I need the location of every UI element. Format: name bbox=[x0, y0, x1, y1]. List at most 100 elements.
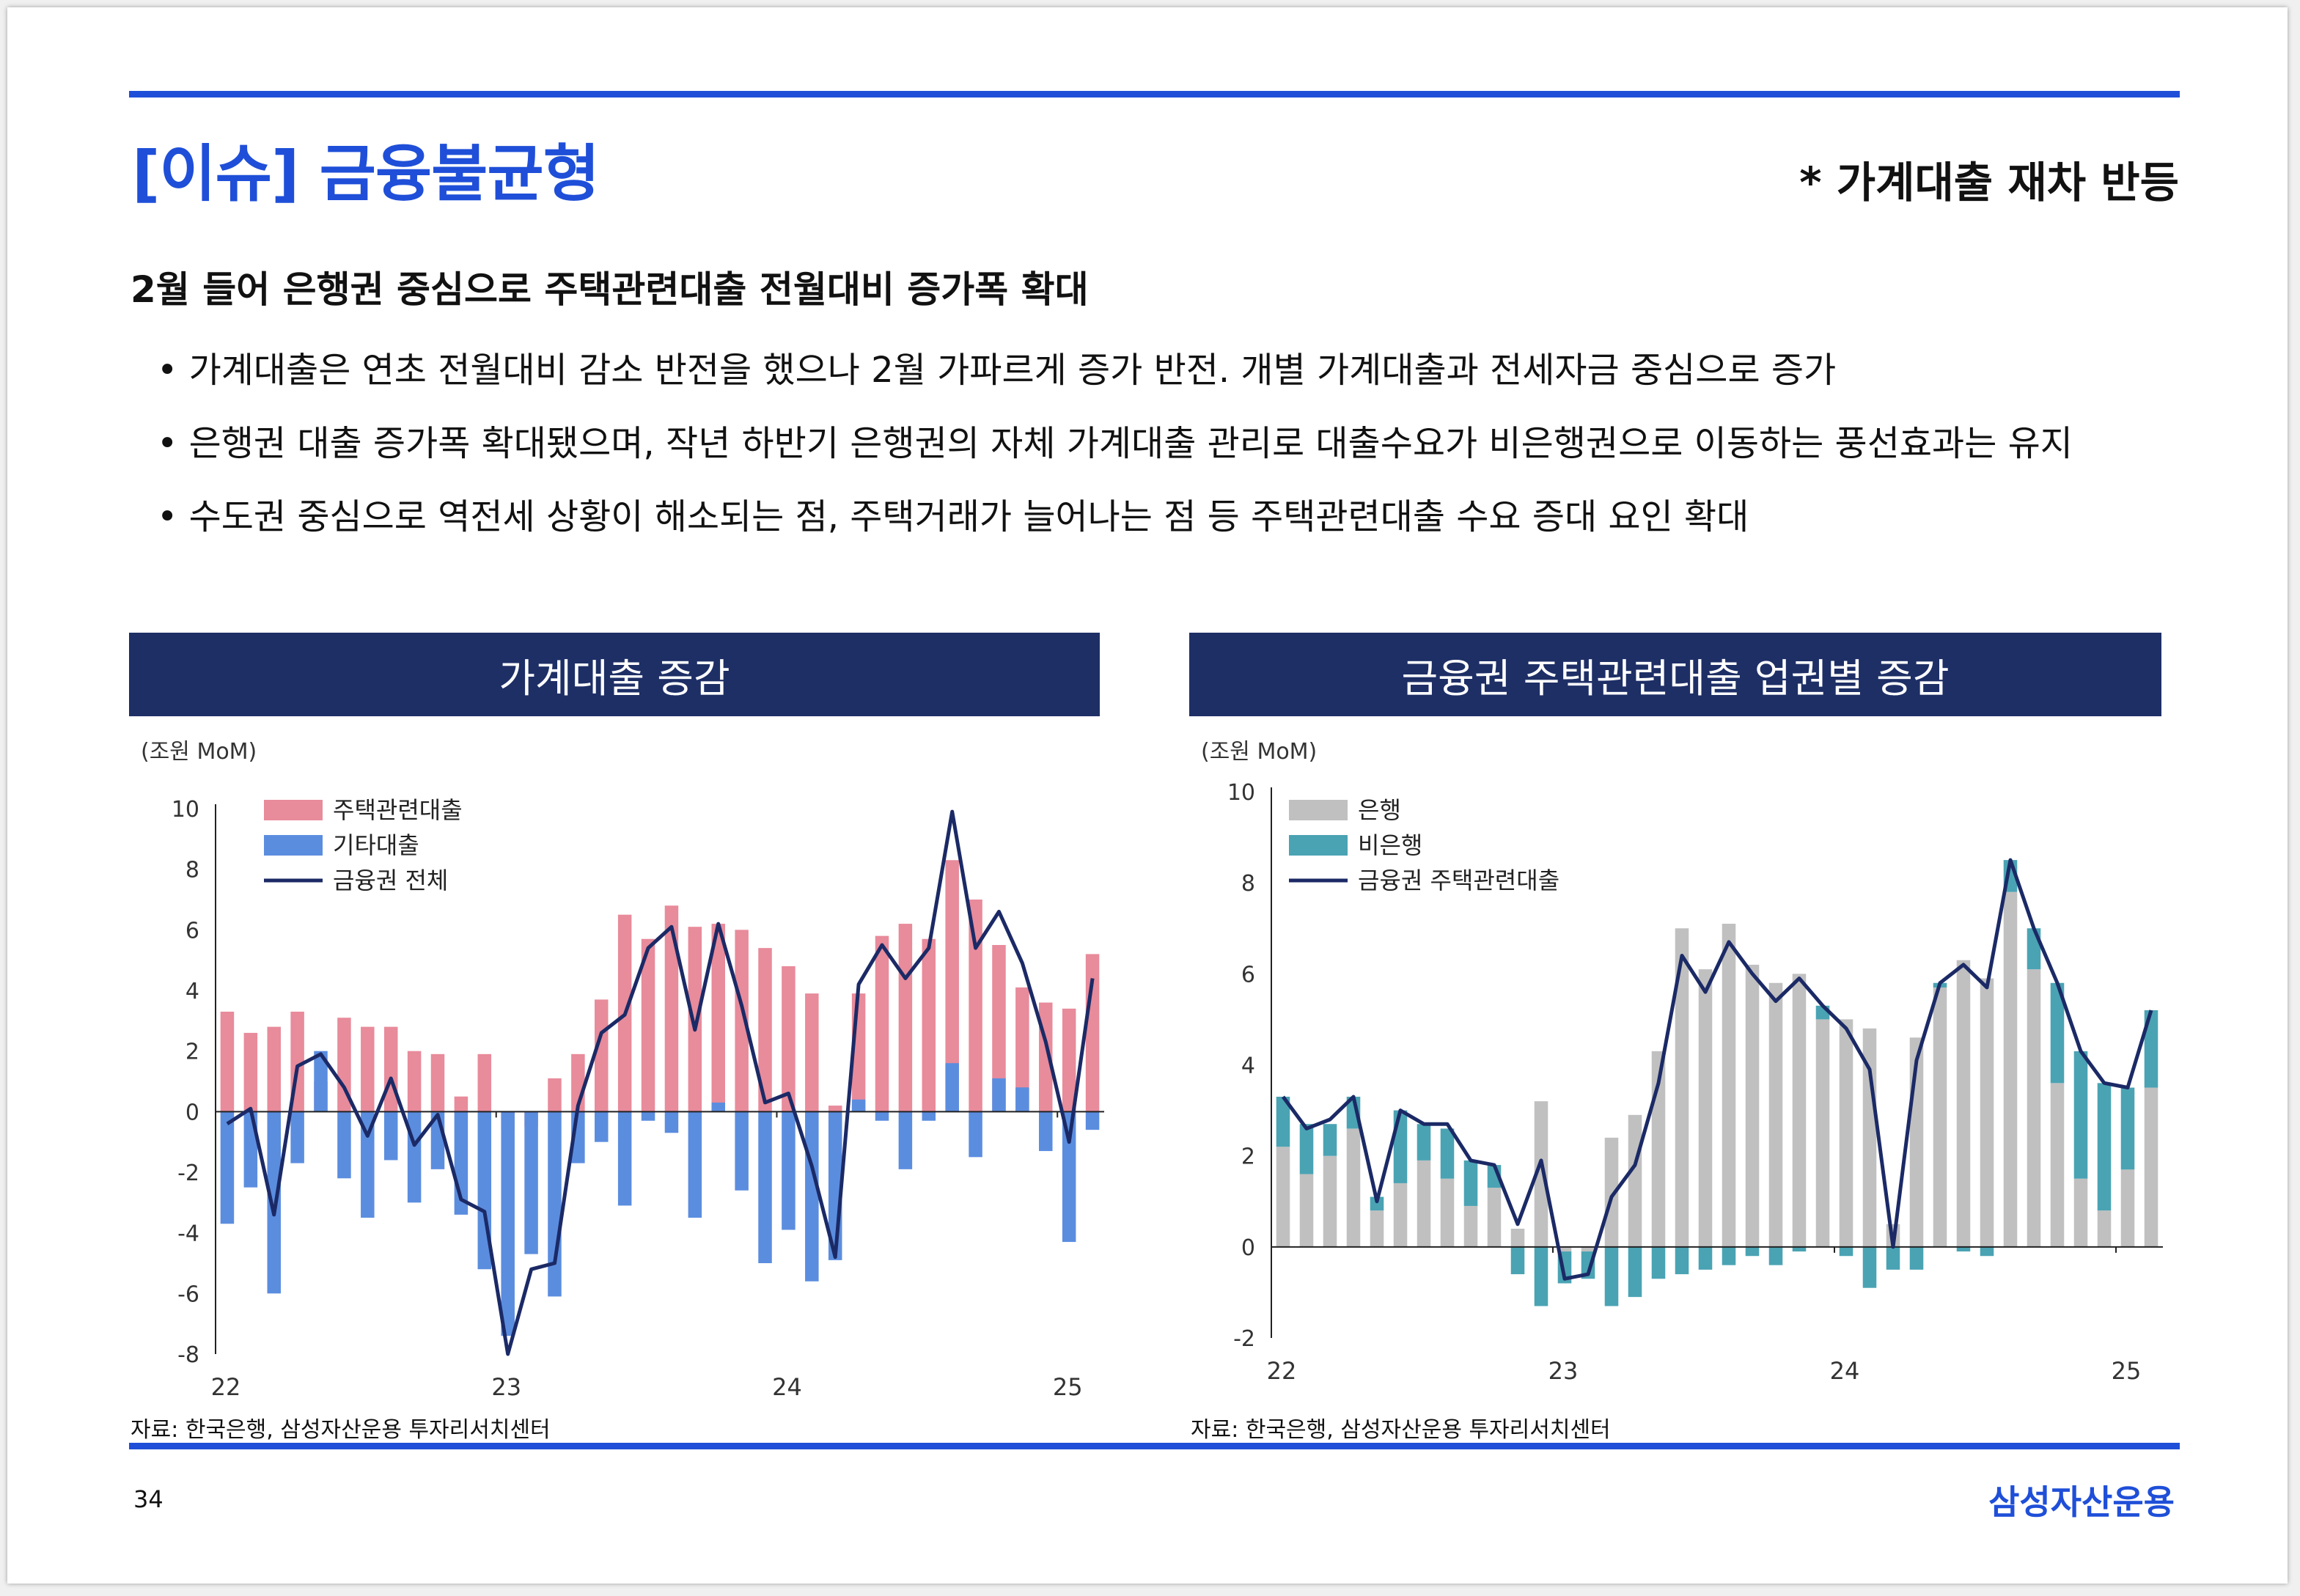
bar-other bbox=[782, 1111, 796, 1230]
bar-bank bbox=[1956, 960, 1971, 1247]
summary-bullets: 가계대출은 연초 전월대비 감소 반전을 했으나 2월 가파르게 증가 반전. … bbox=[157, 334, 2073, 554]
bar-bank bbox=[2003, 891, 2018, 1247]
x-tick-label: 23 bbox=[491, 1373, 521, 1401]
bar-bank bbox=[1675, 928, 1689, 1247]
bar-bank bbox=[1722, 924, 1736, 1247]
bar-housing bbox=[735, 930, 749, 1112]
bar-bank bbox=[2027, 969, 2041, 1247]
bar-other bbox=[617, 1111, 632, 1206]
x-tick-label: 22 bbox=[1267, 1357, 1297, 1385]
page-title: [이슈] 금융불균형 bbox=[132, 138, 600, 210]
bar-nonbank bbox=[1862, 1246, 1877, 1288]
bar-bank bbox=[2097, 1210, 2112, 1247]
bar-housing bbox=[337, 1018, 351, 1112]
bar-nonbank bbox=[1417, 1124, 1431, 1161]
bar-bank bbox=[1417, 1160, 1431, 1247]
bar-nonbank bbox=[1604, 1246, 1619, 1306]
bar-bank bbox=[1510, 1229, 1525, 1247]
legend-swatch bbox=[1289, 800, 1348, 820]
bullet-item: 은행권 대출 증가폭 확대됐으며, 작년 하반기 은행권의 자체 가계대출 관리… bbox=[157, 407, 2073, 480]
bar-bank bbox=[1299, 1174, 1314, 1247]
bottom-divider bbox=[129, 1443, 2180, 1449]
y-tick-label: 0 bbox=[1241, 1235, 1255, 1261]
y-tick-label: 4 bbox=[185, 979, 199, 1004]
bar-bank bbox=[1815, 1019, 1830, 1247]
bar-housing bbox=[548, 1078, 562, 1112]
legend-swatch bbox=[264, 835, 323, 856]
bar-other bbox=[735, 1111, 749, 1191]
bar-housing bbox=[688, 927, 702, 1112]
bar-housing bbox=[664, 905, 679, 1112]
x-tick-label: 22 bbox=[211, 1373, 241, 1401]
bar-nonbank bbox=[2097, 1083, 2112, 1211]
bar-housing bbox=[361, 1026, 375, 1112]
bar-nonbank bbox=[2144, 1010, 2158, 1088]
bar-bank bbox=[1346, 1128, 1361, 1247]
y-tick-label: 10 bbox=[172, 797, 199, 823]
bar-bank bbox=[2120, 1169, 2135, 1247]
bar-other bbox=[898, 1111, 913, 1169]
y-tick-label: 6 bbox=[1241, 962, 1255, 988]
bar-nonbank bbox=[1628, 1246, 1642, 1298]
bar-nonbank bbox=[1463, 1160, 1478, 1206]
y-tick-label: 2 bbox=[185, 1040, 199, 1065]
brand-name: 삼성자산운용 bbox=[1988, 1482, 2175, 1522]
bar-nonbank bbox=[1440, 1128, 1455, 1179]
bar-other bbox=[1039, 1111, 1053, 1152]
bar-other bbox=[945, 1063, 959, 1112]
bar-other bbox=[524, 1111, 538, 1254]
bar-bank bbox=[1370, 1210, 1384, 1247]
legend-label: 주택관련대출 bbox=[333, 796, 463, 824]
bar-housing bbox=[430, 1053, 445, 1112]
page-subtitle: * 가계대출 재차 반등 bbox=[1799, 158, 2179, 207]
legend-label: 금융권 전체 bbox=[333, 867, 448, 894]
bar-other bbox=[875, 1111, 889, 1121]
legend-swatch bbox=[264, 800, 323, 820]
bar-housing bbox=[922, 938, 936, 1112]
bar-bank bbox=[1276, 1147, 1290, 1247]
y-tick-label: 10 bbox=[1227, 780, 1255, 806]
chart-unit-label: (조원 MoM) bbox=[1201, 739, 1317, 765]
bar-nonbank bbox=[2027, 928, 2041, 970]
bar-housing bbox=[1062, 1008, 1076, 1112]
x-tick-label: 25 bbox=[1053, 1373, 1083, 1401]
bar-housing bbox=[969, 900, 982, 1112]
bar-other bbox=[664, 1111, 679, 1133]
bar-bank bbox=[2073, 1178, 2088, 1247]
bar-other bbox=[969, 1111, 982, 1158]
bar-housing bbox=[383, 1026, 398, 1112]
bar-other bbox=[641, 1111, 655, 1121]
bar-nonbank bbox=[1839, 1246, 1853, 1257]
bar-housing bbox=[454, 1096, 469, 1112]
bar-other bbox=[383, 1111, 398, 1161]
y-tick-label: 8 bbox=[185, 858, 199, 883]
bar-other bbox=[501, 1111, 515, 1336]
y-tick-label: -2 bbox=[1233, 1326, 1255, 1352]
bar-housing bbox=[782, 966, 796, 1112]
bar-bank bbox=[2050, 1083, 2065, 1247]
bar-other bbox=[267, 1111, 281, 1294]
chart2-header: 금융권 주택관련대출 업권별 증감 bbox=[1189, 633, 2161, 716]
chart1-source: 자료: 한국은행, 삼성자산운용 투자리서치센터 bbox=[131, 1417, 551, 1443]
bar-bank bbox=[1393, 1183, 1408, 1247]
bar-bank bbox=[1534, 1101, 1548, 1247]
x-tick-label: 24 bbox=[772, 1373, 802, 1401]
bar-nonbank bbox=[1980, 1246, 1994, 1257]
bar-other bbox=[595, 1111, 609, 1142]
bar-nonbank bbox=[1698, 1246, 1713, 1270]
bar-housing bbox=[828, 1106, 842, 1112]
line-total bbox=[1281, 858, 2153, 1281]
y-tick-label: -8 bbox=[177, 1342, 199, 1368]
bar-housing bbox=[758, 948, 772, 1112]
bar-bank bbox=[1487, 1188, 1502, 1247]
top-divider bbox=[129, 91, 2180, 98]
bar-bank bbox=[1440, 1178, 1455, 1247]
bar-nonbank bbox=[1299, 1124, 1314, 1174]
bar-nonbank bbox=[2073, 1051, 2088, 1179]
y-tick-label: 6 bbox=[185, 918, 199, 944]
y-tick-label: -6 bbox=[177, 1281, 199, 1307]
bar-bank bbox=[1604, 1137, 1619, 1247]
bar-nonbank bbox=[1792, 1246, 1807, 1252]
bar-bank bbox=[1980, 978, 1994, 1247]
